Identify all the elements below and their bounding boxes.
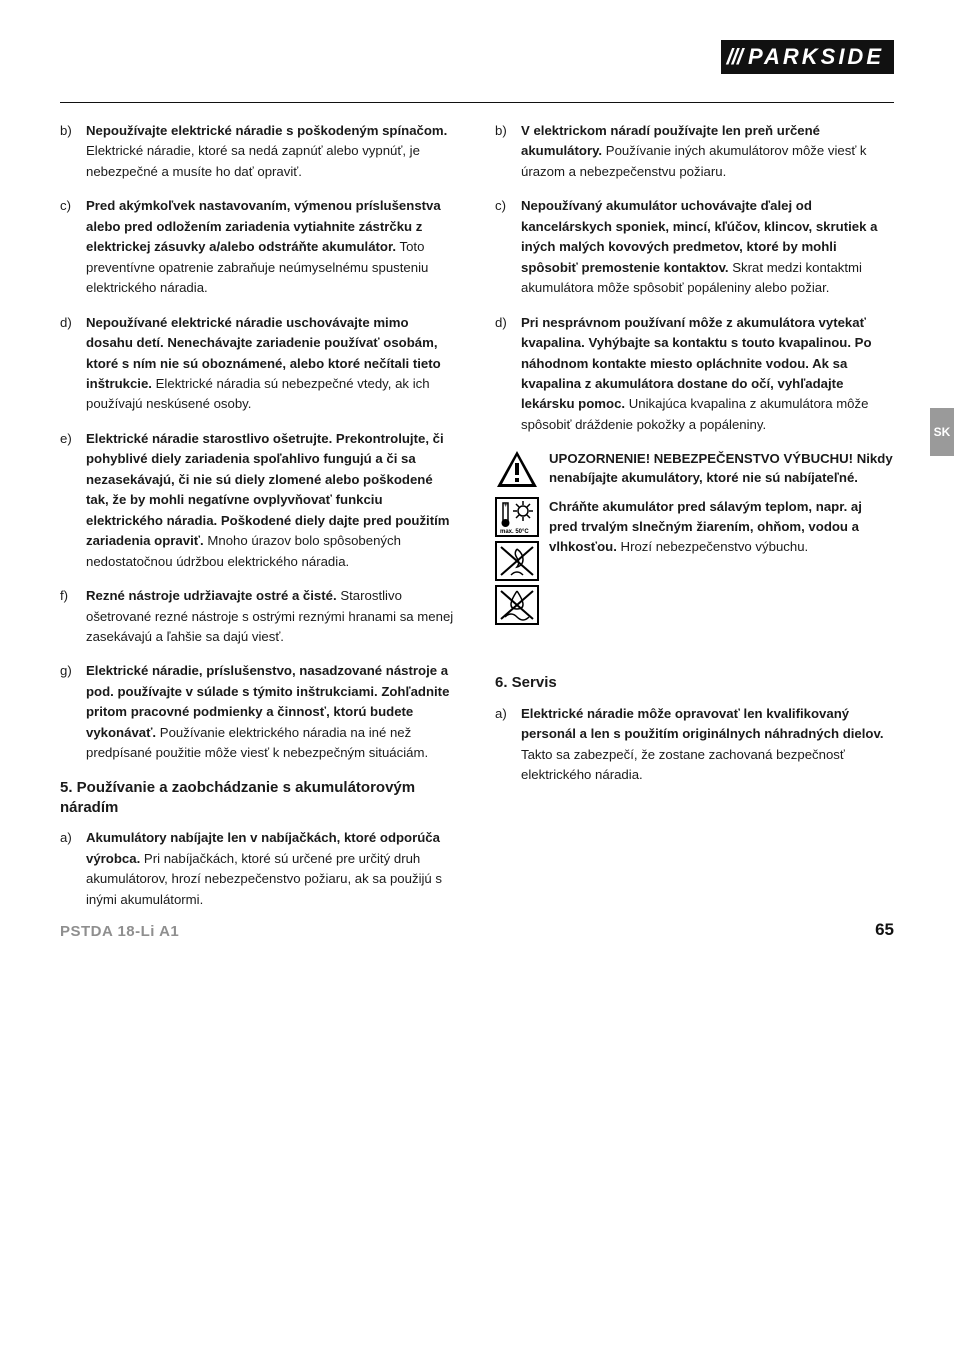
list-item: c)Nepoužívaný akumulátor uchovávajte ďal… (495, 196, 894, 298)
brand-name: PARKSIDE (748, 44, 884, 70)
no-water-icon (495, 585, 539, 625)
top-rule (60, 102, 894, 103)
protect-text: Chráňte akumulátor pred sálavým teplom, … (549, 497, 894, 625)
brand-stripes: /// (727, 44, 742, 70)
list-item: b)V elektrickom náradí používajte len pr… (495, 121, 894, 182)
thermometer-sun-icon: + max. 50°C (495, 497, 539, 537)
list-item: a)Elektrické náradie môže opravovať len … (495, 704, 894, 786)
language-tab: SK (930, 408, 954, 456)
list-item: d)Nepoužívané elektrické náradie uschová… (60, 313, 459, 415)
list-item: b)Nepoužívajte elektrické náradie s pošk… (60, 121, 459, 182)
svg-text:+: + (504, 503, 508, 509)
protect-block: + max. 50°C (495, 497, 894, 625)
list-item: d)Pri nesprávnom používaní môže z akumul… (495, 313, 894, 436)
warning-text: UPOZORNENIE! NEBEZPEČENSTVO VÝBUCHU! Nik… (549, 449, 894, 489)
heading-5: 5. Používanie a zaobchádzanie s akumulát… (60, 778, 459, 819)
brand-logo: /// PARKSIDE (721, 40, 894, 74)
no-fire-icon (495, 541, 539, 581)
left-column: b)Nepoužívajte elektrické náradie s pošk… (60, 121, 459, 924)
list-5-continued: b)V elektrickom náradí používajte len pr… (495, 121, 894, 435)
heading-6: 6. Servis (495, 673, 894, 693)
warning-block: UPOZORNENIE! NEBEZPEČENSTVO VÝBUCHU! Nik… (495, 449, 894, 489)
protect-icons: + max. 50°C (495, 497, 539, 625)
content-columns: b)Nepoužívajte elektrické náradie s pošk… (60, 121, 894, 924)
list-item: c)Pred akýmkoľvek nastavovaním, výmenou … (60, 196, 459, 298)
list-item: f)Rezné nástroje udržiavajte ostré a čis… (60, 586, 459, 647)
list-item: g)Elektrické náradie, príslušenstvo, nas… (60, 661, 459, 763)
list-5: a)Akumulátory nabíjajte len v nabíjačkác… (60, 828, 459, 910)
list-4-continued: b)Nepoužívajte elektrické náradie s pošk… (60, 121, 459, 764)
footer: PSTDA 18-Li A1 65 (60, 920, 894, 940)
list-item: e)Elektrické náradie starostlivo ošetruj… (60, 429, 459, 572)
warning-triangle-icon (495, 449, 539, 489)
list-item: a)Akumulátory nabíjajte len v nabíjačkác… (60, 828, 459, 910)
model-label: PSTDA 18-Li A1 (60, 923, 179, 940)
page-number: 65 (875, 920, 894, 940)
svg-text:max. 50°C: max. 50°C (500, 529, 529, 535)
right-column: b)V elektrickom náradí používajte len pr… (495, 121, 894, 924)
brand-bar: /// PARKSIDE (60, 40, 894, 74)
list-6: a)Elektrické náradie môže opravovať len … (495, 704, 894, 786)
